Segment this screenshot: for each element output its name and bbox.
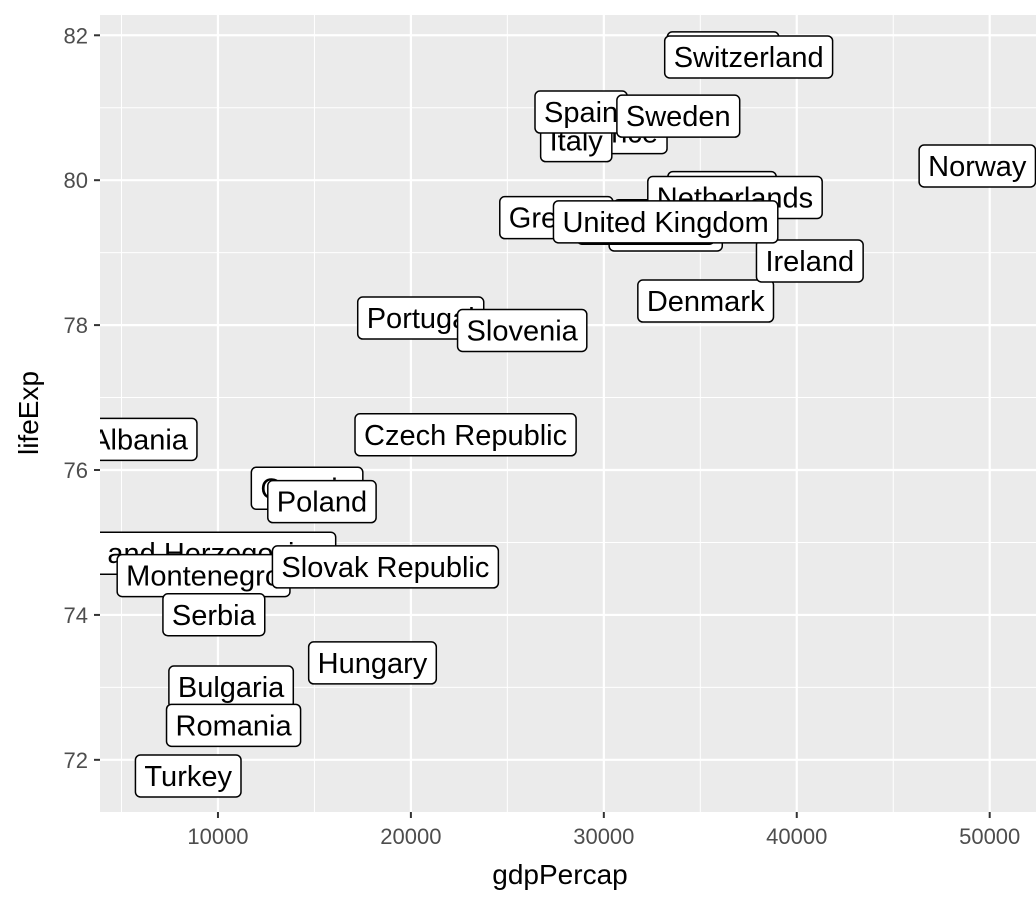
x-tick-label: 30000 (573, 824, 634, 849)
label-box (663, 35, 834, 79)
label-text: Czech Republic (364, 420, 567, 452)
label-text: Romania (176, 710, 293, 742)
label-box (267, 479, 377, 524)
label-text: Serbia (172, 600, 257, 632)
y-tick-label: 80 (64, 168, 88, 193)
label-text: Poland (277, 487, 367, 519)
y-tick-label: 82 (64, 23, 88, 48)
label-text: Slovak Republic (281, 552, 489, 584)
y-tick-label: 74 (64, 603, 88, 628)
label-text: Ireland (765, 246, 854, 278)
label-text: Norway (928, 151, 1027, 183)
label-text: Switzerland (674, 42, 824, 74)
label-box (918, 144, 1036, 188)
label-text: Spain (544, 97, 618, 129)
label-text: Portugal (367, 303, 475, 335)
label-text: Sweden (626, 101, 731, 133)
x-tick-label: 40000 (766, 824, 827, 849)
label-text: United Kingdom (562, 207, 768, 239)
y-tick-label: 76 (64, 458, 88, 483)
point-label: Spain (534, 90, 628, 134)
point-label: Czech Republic (354, 413, 577, 457)
x-tick-label: 10000 (187, 824, 248, 849)
label-box (162, 593, 266, 637)
point-label: Serbia (162, 593, 266, 637)
label-text: Hungary (318, 648, 428, 680)
label-text: Turkey (144, 761, 232, 793)
y-axis-title: lifeExp (13, 371, 44, 455)
label-box (165, 703, 302, 748)
label-box (354, 413, 577, 457)
point-label: Albania (91, 417, 198, 462)
x-tick-label: 20000 (380, 824, 441, 849)
point-label: United Kingdom (552, 200, 779, 244)
labels: AlbaniaAustriaBelgiumBosnia and Herzegov… (91, 31, 1036, 798)
point-label: Slovak Republic (271, 545, 500, 589)
point-label: Portugal (356, 296, 485, 340)
label-text: Montenegro (126, 561, 281, 593)
label-text: Slovenia (467, 315, 579, 347)
label-box (271, 545, 500, 589)
label-text: Bulgaria (178, 672, 285, 704)
y-tick-label: 78 (64, 313, 88, 338)
label-text: Denmark (647, 286, 765, 318)
point-label: Romania (165, 703, 302, 748)
label-text: Albania (91, 424, 189, 456)
point-label: Poland (267, 479, 377, 524)
x-tick-label: 50000 (959, 824, 1020, 849)
point-label: Montenegro (116, 553, 291, 598)
point-label: Bulgaria (168, 665, 295, 709)
label-box (100, 417, 198, 462)
label-box (755, 239, 864, 283)
point-label: Turkey (134, 754, 242, 798)
point-label: Hungary (307, 641, 438, 685)
point-label: Ireland (755, 239, 864, 283)
point-label: Sweden (616, 94, 741, 138)
label-box (134, 754, 242, 798)
point-label: Slovenia (456, 308, 588, 353)
point-label: Denmark (637, 279, 775, 323)
label-box (616, 94, 741, 138)
point-label: Switzerland (663, 35, 834, 79)
label-box (552, 200, 779, 244)
axes: 10000 20000 30000 40000 50000 72 74 76 78 80 82 (64, 23, 1021, 849)
label-box (456, 308, 588, 353)
y-tick-label: 72 (64, 748, 88, 773)
point-label: Norway (918, 144, 1036, 188)
x-axis-title: gdpPercap (492, 859, 627, 890)
label-box (307, 641, 438, 685)
label-box (637, 279, 775, 323)
